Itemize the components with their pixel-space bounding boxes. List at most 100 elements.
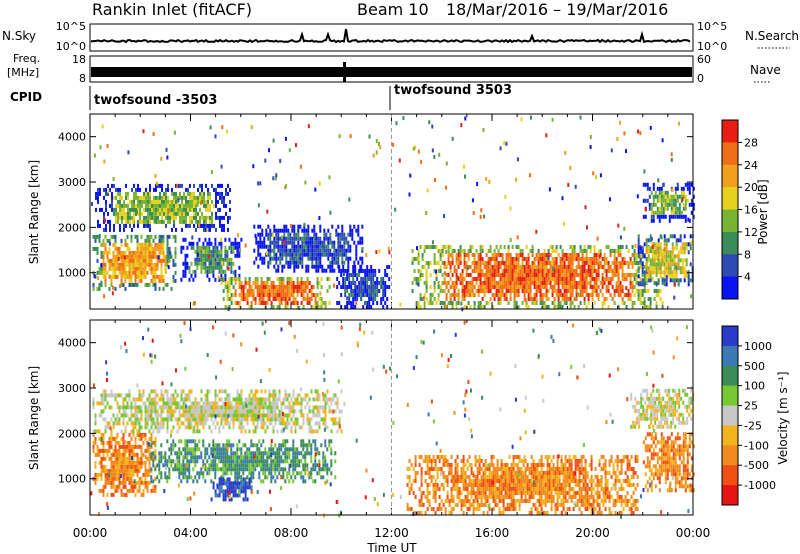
echo-cell — [382, 305, 385, 309]
echo-cell — [372, 273, 375, 277]
echo-cell — [182, 401, 185, 406]
echo-cell — [429, 301, 432, 305]
echo-cell — [124, 286, 127, 291]
echo-cell — [617, 305, 620, 309]
echo-cell — [284, 405, 287, 410]
echo-cell — [334, 421, 337, 426]
echo-cell — [278, 305, 281, 309]
echo-cell — [265, 244, 268, 249]
echo-cell — [156, 401, 159, 406]
echo-cell — [441, 245, 444, 249]
echo-cell — [637, 234, 640, 239]
echo-cell — [639, 265, 642, 269]
echo-cell — [276, 429, 279, 434]
echo-cell — [465, 269, 468, 273]
echo-cell — [629, 257, 632, 261]
echo-cell — [680, 214, 683, 219]
echo-cell — [294, 417, 297, 422]
echo-cell — [132, 452, 135, 457]
echo-cell — [126, 444, 129, 449]
echo-cell — [264, 293, 267, 297]
echo-cell — [577, 305, 580, 309]
echo-cell — [126, 448, 129, 453]
echo-cell — [297, 228, 300, 233]
echo-cell — [187, 211, 189, 216]
echo-cell — [260, 389, 263, 394]
echo-cell — [332, 421, 335, 426]
echo-cell — [177, 198, 180, 203]
echo-cell — [553, 261, 556, 265]
echo-cell — [613, 293, 616, 297]
echo-cell — [130, 421, 133, 426]
echo-cell — [547, 255, 550, 260]
echo-cell — [461, 273, 464, 277]
echo-cell — [505, 269, 508, 273]
echo-cell — [308, 421, 311, 426]
echo-cell — [559, 265, 562, 269]
echo-cell — [106, 472, 109, 477]
echo-cell — [543, 293, 546, 297]
echo-cell — [156, 463, 159, 468]
echo-cell — [519, 277, 522, 281]
echo-cell — [154, 464, 157, 469]
echo-cell — [199, 207, 201, 212]
echo-cell — [573, 277, 576, 281]
echo-cell — [380, 285, 383, 289]
echo-cell — [174, 250, 177, 255]
echo-cell — [94, 429, 97, 434]
echo-cell — [100, 280, 103, 285]
echo-cell — [310, 409, 313, 414]
echo-cell — [222, 409, 225, 414]
echo-cell — [513, 257, 516, 261]
echo-cell — [230, 417, 233, 422]
echo-cell — [318, 409, 321, 414]
echo-cell — [551, 245, 554, 249]
echo-cell — [290, 285, 293, 289]
echo-cell — [139, 195, 141, 200]
echo-cell — [216, 405, 219, 410]
echo-cell — [114, 286, 117, 291]
echo-cell — [328, 301, 331, 305]
echo-cell — [131, 199, 133, 204]
echo-cell — [140, 436, 143, 441]
echo-cell — [294, 421, 297, 426]
echo-cell — [115, 219, 117, 224]
echo-cell — [157, 255, 160, 260]
echo-cell — [467, 273, 470, 277]
echo-cell — [130, 464, 133, 469]
echo-cell — [228, 413, 231, 418]
echo-cell — [204, 409, 207, 414]
echo-cell — [609, 293, 612, 297]
echo-cell — [335, 232, 338, 237]
echo-cell — [309, 252, 312, 257]
echo-cell — [368, 269, 371, 273]
echo-cell — [286, 421, 289, 426]
echo-cell — [203, 215, 205, 220]
echo-cell — [170, 429, 173, 434]
echo-cell — [644, 214, 647, 219]
echo-cell — [126, 464, 129, 469]
echo-cell — [148, 436, 151, 441]
echo-cell — [419, 297, 422, 301]
echo-cell — [637, 254, 640, 259]
echo-cell — [539, 269, 542, 273]
echo-cell — [293, 244, 296, 249]
echo-cell — [138, 278, 141, 283]
echo-cell — [650, 210, 653, 215]
echo-cell — [519, 281, 522, 285]
echo-cell — [460, 123, 463, 128]
echo-cell — [655, 262, 658, 267]
echo-cell — [645, 274, 648, 279]
echo-cell — [142, 393, 145, 398]
echo-cell — [551, 301, 554, 305]
echo-cell — [479, 289, 482, 293]
echo-cell — [563, 269, 566, 273]
echo-cell — [473, 305, 476, 309]
echo-cell — [584, 205, 587, 210]
echo-cell — [649, 266, 652, 271]
echo-cell — [179, 183, 181, 188]
echo-cell — [519, 273, 522, 277]
echo-cell — [649, 234, 652, 239]
echo-cell — [118, 468, 121, 473]
echo-cell — [135, 195, 137, 200]
